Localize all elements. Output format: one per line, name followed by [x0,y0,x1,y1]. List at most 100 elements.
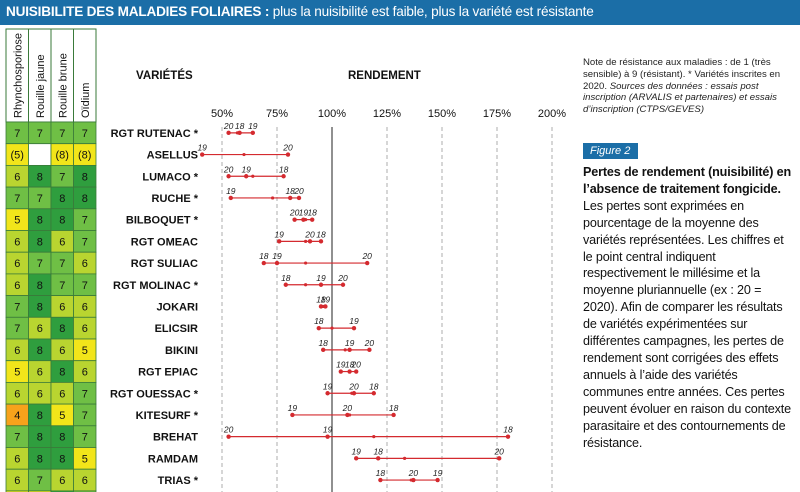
year-point [367,347,372,353]
year-label: 18 [281,273,291,283]
score-value: 8 [59,432,65,444]
score-cell [5,490,29,492]
year-label: 20 [223,164,234,174]
score-value: 6 [82,367,88,379]
mean-point [409,478,413,482]
score-value: 8 [37,301,43,313]
year-point [318,282,324,287]
year-label: 20 [350,360,361,370]
variety-name: RUCHE * [152,193,199,205]
year-label: 19 [351,446,361,456]
score-value: 6 [14,453,20,465]
score-cell [28,490,52,492]
score-value: (5) [11,150,24,162]
year-point [505,434,511,439]
resistance-note-text: Note de résistance aux maladies : de 1 (… [583,57,781,92]
year-label: 20 [493,446,504,456]
variety-name: RGT SULIAC [131,258,198,270]
variety-name: BIKINI [165,345,198,357]
figure-label: Figure 2 [583,143,638,159]
score-value: 7 [59,171,65,183]
score-value: 7 [37,258,43,270]
year-label: 20 [304,229,315,239]
year-point [292,217,297,222]
score-value: 8 [37,453,43,465]
year-point [285,152,291,157]
variety-name: RGT EPIAC [138,367,198,379]
mean-point [271,196,275,200]
year-label: 19 [349,316,359,326]
mean-point [304,261,308,265]
mean-point [251,174,255,178]
score-value: 7 [37,193,43,205]
mean-point [321,304,325,309]
year-label: 18 [285,186,295,196]
score-value: 8 [37,171,43,183]
year-label: 20 [348,381,359,391]
score-value: 8 [59,323,65,335]
chart-title-bold: NUISIBILITE DES MALADIES FOLIAIRES : [6,4,270,19]
score-value: 8 [59,215,65,227]
score-value: 7 [82,236,88,248]
score-value: 8 [37,432,43,444]
score-value: 6 [82,301,88,313]
year-point [340,282,346,287]
year-point [283,282,288,287]
variety-name: RGT OUESSAC * [110,388,199,400]
figure-heading: Pertes de rendement (nuisibilité) en l’a… [583,165,792,196]
year-label: 18 [389,403,399,413]
year-label: 19 [433,468,443,478]
variety-name: RGT OMEAC [131,236,198,248]
score-value: 7 [82,388,88,400]
year-point [365,260,370,266]
year-label: 20 [282,143,293,153]
score-value: 8 [82,171,88,183]
year-label: 18 [369,381,379,391]
score-value: 4 [14,410,20,422]
year-point [277,239,282,244]
score-value: 6 [59,236,65,248]
year-label: 20 [364,338,375,348]
score-value: 8 [59,453,65,465]
year-label: 18 [314,316,324,326]
year-label: 19 [323,425,333,435]
score-value: 5 [59,410,65,422]
x-tick-label: 175% [483,108,511,120]
mean-point [350,391,354,395]
score-value: 6 [14,236,20,248]
year-point [435,477,440,483]
year-label: 20 [487,490,498,492]
mean-point [348,369,352,374]
year-label: 19 [336,360,346,370]
score-value: 6 [59,345,65,357]
score-value: 7 [59,128,65,140]
variety-name: ASELLUS [147,150,198,162]
chart-title: NUISIBILITE DES MALADIES FOLIAIRES : plu… [6,4,594,19]
score-value: (8) [78,150,91,162]
year-label: 19 [299,208,309,218]
varieties-header: VARIÉTÉS [136,69,193,82]
year-point [378,477,383,483]
year-point [347,347,352,353]
mean-point [343,348,347,352]
score-value: 8 [37,280,43,292]
score-value: 7 [14,301,20,313]
mean-point [304,283,308,287]
score-value: 7 [82,280,88,292]
variety-name: RAMDAM [148,453,198,465]
variety-name: ELICSIR [155,323,198,335]
score-value: 7 [14,323,20,335]
year-label: 18 [318,338,328,348]
score-value: 7 [82,215,88,227]
x-tick-label: 150% [428,108,456,120]
score-value: 7 [14,193,20,205]
year-point [325,434,330,439]
year-label: 19 [272,251,282,261]
mean-point [242,152,246,157]
mean-point [304,218,308,222]
nuisibility-chart: Rhynchosporiose Rouille jaune Rouille brun… [5,28,566,492]
year-point [497,456,502,461]
year-point [391,412,396,418]
score-value: 7 [82,432,88,444]
year-label: 19 [316,273,326,283]
